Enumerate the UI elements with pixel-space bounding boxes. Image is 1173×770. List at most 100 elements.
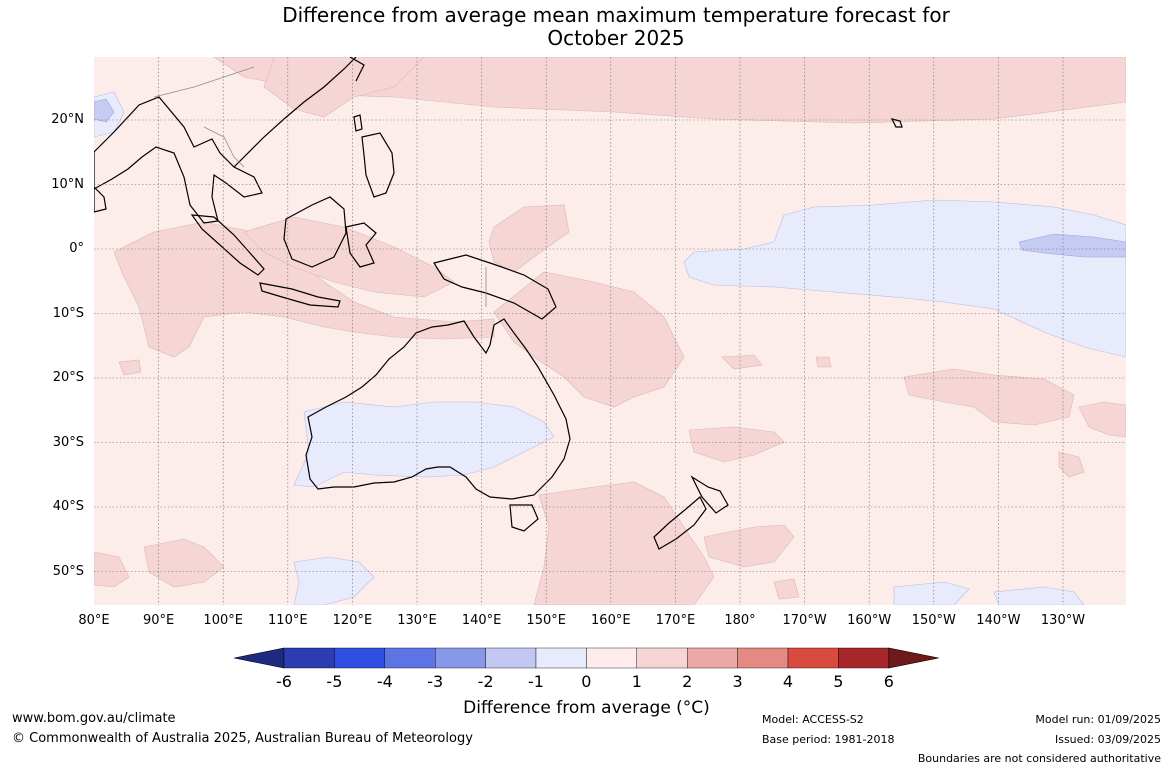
- longitude-label: 90°E: [142, 613, 175, 628]
- longitude-label: 80°E: [78, 613, 110, 628]
- colorbar-segment: [535, 647, 587, 669]
- colorbar-max-arrow: [888, 647, 939, 669]
- warm-region-pacific-equator: [488, 204, 570, 273]
- warm-region-coral-sea: [493, 271, 685, 408]
- colorbar-tick-label: 0: [581, 672, 592, 691]
- cool-region-southern-east: [893, 581, 970, 605]
- sumatra-coastline: [190, 214, 265, 276]
- sri-lanka-coastline: [94, 186, 107, 213]
- colorbar-segment: [787, 647, 839, 669]
- colorbar: [233, 646, 939, 670]
- longitude-label: 130°E: [397, 613, 437, 628]
- warm-region-indonesia: [243, 216, 455, 298]
- china-coastline: [233, 57, 357, 168]
- colorbar-tick-label: 1: [631, 672, 642, 691]
- warm-region-southern-mid: [773, 578, 800, 600]
- latitude-label: 0°: [69, 241, 84, 256]
- longitude-label: 140°W: [976, 613, 1021, 628]
- warm-region-tasman: [533, 481, 715, 605]
- cold-region-pacific: [1018, 233, 1126, 258]
- sulawesi-coastline: [345, 222, 377, 268]
- borneo-coastline: [283, 196, 347, 268]
- colorbar-segment: [334, 647, 386, 669]
- colorbar-tick-label: -1: [528, 672, 544, 691]
- latitude-label: 10°S: [52, 305, 84, 321]
- chart-title: Difference from average mean maximum tem…: [0, 4, 1173, 50]
- colorbar-tick-label: 5: [833, 672, 844, 691]
- borders: [153, 66, 487, 307]
- colorbar-segment: [838, 647, 890, 669]
- footer-copyright: © Commonwealth of Australia 2025, Austra…: [12, 731, 473, 746]
- java-coastline: [259, 282, 341, 308]
- colorbar-tick-label: 4: [782, 672, 794, 691]
- colorbar-segment: [636, 647, 688, 669]
- colorbar-tick-label: 3: [732, 672, 743, 691]
- border-1: [153, 66, 255, 98]
- longitude-label: 110°E: [268, 613, 308, 628]
- colorbar-label: Difference from average (°C): [463, 698, 710, 718]
- longitude-label: 180°: [724, 613, 756, 628]
- colorbar-tick-label: -4: [376, 672, 393, 691]
- mainland-asia-coastline: [94, 96, 263, 224]
- warm-region-south-pacific-2: [903, 368, 1075, 426]
- colorbar-tick-label: 6: [883, 672, 894, 691]
- cool-region-central-pacific: [683, 199, 1126, 358]
- cold-region-west: [94, 98, 115, 123]
- longitude-label: 170°E: [655, 613, 696, 628]
- warm-region-small-3: [721, 354, 763, 370]
- longitude-label: 150°E: [526, 613, 566, 628]
- anomaly-cool-regions: [94, 91, 1126, 605]
- colorbar-segment: [586, 647, 637, 669]
- latitude-label: 40°S: [52, 499, 84, 514]
- colorbar-tick-label: -6: [276, 672, 292, 691]
- colorbar-min-arrow: [233, 647, 285, 669]
- longitude-label: 150°W: [911, 613, 956, 628]
- anomaly-cold-regions: [94, 98, 1126, 258]
- colorbar-segment: [384, 647, 436, 669]
- longitude-label: 160°E: [591, 613, 631, 628]
- colorbar-segment: [485, 647, 537, 669]
- longitude-label: 100°E: [203, 613, 243, 628]
- philippines-coastline: [361, 132, 395, 198]
- cool-region-australia: [293, 401, 555, 488]
- footer-website: www.bom.gov.au/climate: [12, 711, 176, 726]
- title-line-1: Difference from average mean maximum tem…: [282, 3, 950, 27]
- colorbar-segment: [737, 647, 789, 669]
- warm-region-southern-far-west: [94, 551, 130, 588]
- warm-region-nz-east: [703, 524, 795, 568]
- colorbar-tick-label: -2: [477, 672, 494, 691]
- cool-region-southern-west: [293, 556, 375, 605]
- forecast-map: [94, 57, 1126, 605]
- warm-region-south-pacific-1: [688, 426, 785, 463]
- latitude-label: 20°N: [51, 112, 84, 127]
- latitude-label: 30°S: [52, 434, 84, 450]
- japan-coastline: [349, 57, 365, 82]
- footer-base-period: Base period: 1981-2018: [762, 733, 895, 746]
- coastlines: [94, 57, 903, 550]
- australia-coastline: [305, 318, 571, 500]
- new-zealand-south-coastline: [653, 496, 707, 550]
- latitude-label: 50°S: [52, 563, 84, 579]
- anomaly-warm-regions: [94, 57, 1126, 605]
- longitude-label: 130°W: [1040, 613, 1086, 628]
- colorbar-tick-label: 2: [682, 672, 693, 691]
- longitude-label: 160°W: [847, 613, 892, 628]
- colorbar-segment: [687, 647, 738, 669]
- warm-region-small-2: [118, 359, 142, 376]
- graticule-lines: [94, 57, 1126, 605]
- footer-model: Model: ACCESS-S2: [762, 713, 864, 726]
- warm-region-small-4: [815, 356, 832, 368]
- colorbar-tick-label: -5: [326, 672, 343, 691]
- border-2: [203, 126, 245, 168]
- longitude-label: 120°E: [332, 613, 373, 628]
- new-zealand-north-coastline: [690, 475, 729, 514]
- title-line-2: October 2025: [547, 26, 685, 50]
- warm-region-far-east: [1078, 401, 1126, 438]
- latitude-label: 10°N: [51, 176, 84, 192]
- colorbar-segment: [434, 647, 486, 669]
- longitude-label: 140°E: [461, 613, 502, 628]
- tasmania-coastline: [509, 504, 539, 532]
- warm-region-southern-west: [143, 538, 225, 588]
- cool-region-southern-far-east: [993, 586, 1085, 605]
- taiwan-coastline: [353, 114, 363, 132]
